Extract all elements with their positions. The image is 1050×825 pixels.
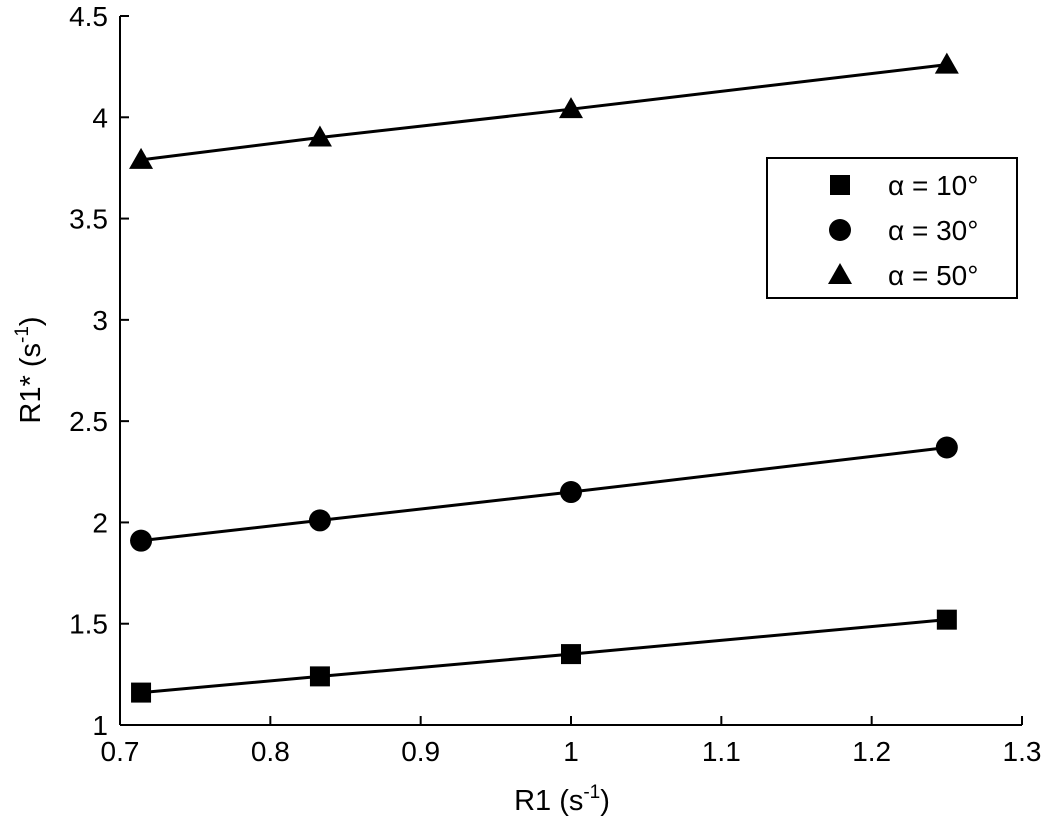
data-point-circle — [130, 529, 153, 552]
x-tick-label: 1.1 — [702, 736, 741, 767]
y-tick-label: 3 — [92, 305, 108, 336]
data-point-square — [309, 666, 330, 687]
data-point-square — [936, 609, 957, 630]
data-point-circle — [308, 509, 331, 532]
series-line — [140, 618, 947, 695]
data-point-triangle — [934, 52, 959, 74]
y-tick-label: 1.5 — [69, 609, 108, 640]
legend-marker-circle — [829, 219, 851, 241]
series-line — [140, 63, 948, 162]
legend-marker-triangle — [828, 263, 852, 284]
y-tick-label: 1 — [92, 710, 108, 741]
data-point-triangle — [559, 97, 583, 119]
series-layer — [129, 52, 959, 703]
legend-label: α = 50° — [888, 260, 978, 291]
x-tick-label: 1.2 — [852, 736, 891, 767]
data-point-square — [131, 682, 152, 703]
legend-box — [766, 157, 1018, 299]
x-tick-label: 0.7 — [101, 736, 140, 767]
y-tick-label: 2.5 — [69, 406, 108, 437]
legend-marker-square — [830, 175, 850, 195]
x-tick-label: 0.9 — [401, 736, 440, 767]
series-line — [140, 445, 948, 543]
legend: α = 10° α = 30° α = 50° — [766, 157, 1018, 299]
y-tick-label: 2 — [92, 507, 108, 538]
series-square — [131, 609, 957, 703]
x-axis-title: R1 (s-1) — [514, 782, 610, 817]
y-axis-title: R1* (s-1) — [12, 316, 47, 423]
data-point-triangle — [129, 147, 154, 169]
y-tick-label: 4 — [92, 102, 108, 133]
series-triangle — [129, 52, 959, 169]
data-point-circle — [560, 481, 582, 504]
y-tick-label: 4.5 — [69, 1, 108, 32]
y-tick-label: 3.5 — [69, 204, 108, 235]
x-tick-label: 0.8 — [251, 736, 290, 767]
legend-label: α = 10° — [888, 170, 978, 201]
data-point-triangle — [307, 125, 332, 147]
x-tick-label: 1 — [563, 736, 579, 767]
x-tick-label: 1.3 — [1003, 736, 1042, 767]
data-point-square — [561, 644, 581, 665]
legend-label: α = 30° — [888, 215, 978, 246]
axis-ticks: 0.7 0.8 0.9 1 1.1 1.2 1.3 1 1.5 2 2.5 3 3.5 4 4.5 — [69, 1, 1041, 767]
data-point-circle — [935, 436, 958, 459]
series-circle — [130, 436, 958, 552]
